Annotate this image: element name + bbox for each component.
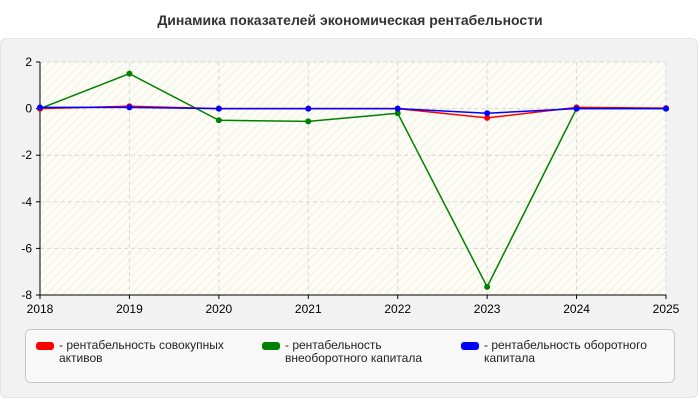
y-tick-label: 0 <box>25 102 32 116</box>
x-tick-label: 2019 <box>116 302 143 316</box>
x-tick-label: 2022 <box>384 302 411 316</box>
series-line <box>39 72 666 289</box>
y-tick-label: -4 <box>21 195 32 209</box>
x-tick-label: 2025 <box>653 302 680 316</box>
y-tick-label: 2 <box>25 55 32 69</box>
legend-swatch <box>262 342 280 350</box>
legend-label: - рентабельность совокупных активов <box>59 338 224 365</box>
x-tick-label: 2023 <box>474 302 501 316</box>
data-point <box>394 105 401 112</box>
data-point <box>305 118 312 125</box>
y-tick-label: -2 <box>21 148 32 162</box>
chart-title: Динамика показателей экономическая рента… <box>157 12 543 28</box>
legend-item-working-capital: - рентабельность оборотного капитала <box>461 339 647 365</box>
data-point <box>126 104 133 111</box>
legend-item-noncurrent-capital: - рентабельность внеоборотного капитала <box>262 339 422 365</box>
legend-swatch <box>461 342 479 350</box>
data-point <box>573 105 580 112</box>
legend: - рентабельность совокупных активов - ре… <box>25 329 675 383</box>
data-point <box>126 70 133 77</box>
y-tick-label: -8 <box>21 288 32 302</box>
data-point <box>37 104 43 111</box>
plot-area <box>40 62 666 295</box>
x-tick-label: 2024 <box>563 302 590 316</box>
data-point <box>484 114 491 121</box>
x-tick-label: 2020 <box>206 302 233 316</box>
data-point <box>305 105 312 112</box>
data-point <box>215 117 222 124</box>
legend-item-total-assets: - рентабельность совокупных активов <box>36 339 224 365</box>
legend-swatch <box>36 342 54 350</box>
series-line <box>40 106 666 115</box>
data-point <box>484 110 491 117</box>
legend-label: - рентабельность внеоборотного капитала <box>285 338 422 365</box>
x-tick-label: 2018 <box>27 302 54 316</box>
x-tick-label: 2021 <box>295 302 322 316</box>
data-point <box>215 105 222 112</box>
y-tick-label: -6 <box>21 241 32 255</box>
series-layer <box>37 70 669 290</box>
data-point <box>394 110 401 117</box>
legend-label: - рентабельность оборотного капитала <box>484 338 647 365</box>
data-point <box>663 105 669 112</box>
data-point <box>484 283 491 290</box>
